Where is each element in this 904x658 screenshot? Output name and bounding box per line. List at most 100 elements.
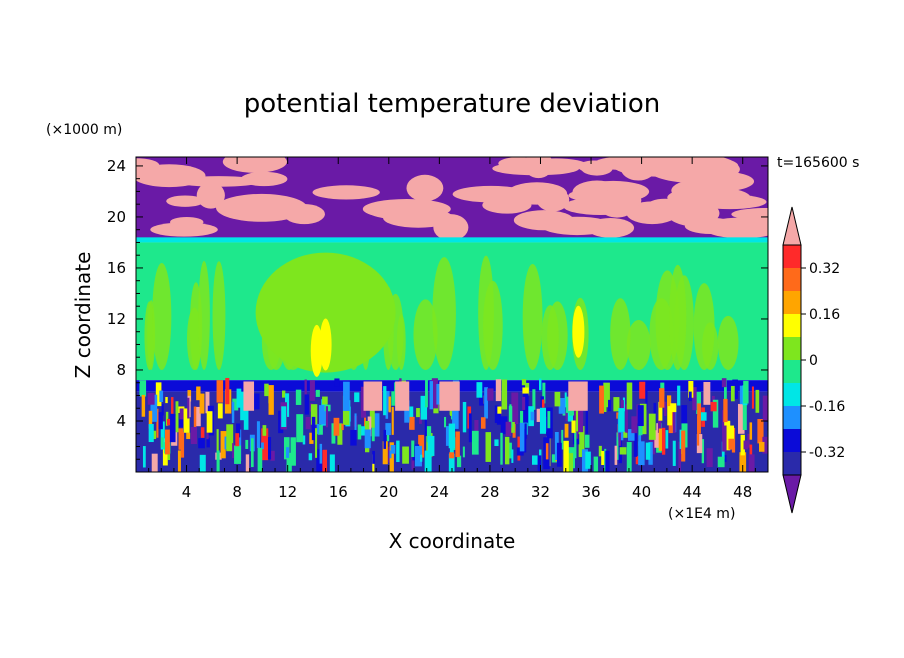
lower-cell	[429, 381, 434, 410]
lower-cell	[286, 447, 290, 458]
lower-cell	[316, 423, 320, 435]
lower-cell	[593, 456, 599, 472]
lower-cell	[180, 432, 185, 458]
x-axis: 4 8 12 16 20 24 28 32 36 40 44 48	[148, 157, 756, 501]
lower-cell	[420, 395, 428, 420]
lower-cell	[701, 439, 705, 464]
lower-cell	[245, 439, 249, 449]
x-tick-label: 20	[379, 483, 398, 501]
lower-cell	[424, 450, 432, 472]
upper-blob	[240, 171, 288, 187]
lower-cell	[628, 429, 635, 441]
lower-cell	[658, 401, 663, 421]
lower-cell	[545, 443, 549, 460]
lower-cell	[508, 442, 512, 459]
lower-cell	[728, 430, 734, 450]
colorbar-segment	[783, 406, 801, 429]
mid-column	[610, 298, 631, 370]
lower-cell	[161, 403, 164, 416]
lower-cell	[177, 450, 181, 472]
lower-cell	[598, 445, 602, 457]
lower-cell	[329, 454, 335, 472]
lower-cell	[178, 428, 184, 450]
lower-cell	[391, 407, 394, 435]
lower-cell	[183, 408, 190, 433]
colorbar-label: 0.16	[809, 307, 840, 323]
lower-cell	[551, 454, 558, 463]
lower-cell	[236, 423, 241, 438]
mid-warm-column	[319, 318, 332, 371]
mid-column	[717, 315, 739, 370]
lower-cell	[479, 392, 484, 406]
upper-blob	[176, 176, 262, 187]
lower-cell	[232, 443, 235, 459]
lower-cell	[516, 447, 524, 456]
plume	[363, 381, 383, 411]
lower-cell	[730, 385, 735, 402]
lower-cell	[688, 391, 692, 402]
lower-cell	[268, 437, 272, 460]
lower-cell	[216, 429, 219, 458]
mid-column	[186, 307, 202, 370]
lower-cell	[217, 403, 223, 419]
upper-blob	[150, 222, 218, 237]
lower-cell	[170, 413, 176, 443]
lower-cell	[402, 446, 409, 464]
lower-cell	[711, 395, 715, 403]
lower-cell	[681, 430, 686, 462]
lower-cell	[178, 419, 184, 428]
lower-cell	[456, 455, 462, 468]
plume	[568, 381, 588, 411]
lower-cell	[206, 411, 213, 433]
mid-column	[669, 264, 687, 370]
lower-cell	[147, 392, 155, 405]
lower-cell	[667, 403, 673, 426]
upper-blob	[498, 157, 539, 170]
lower-cell	[578, 426, 585, 458]
lower-cell	[599, 385, 604, 414]
lower-cell	[142, 446, 146, 468]
x-unit-label: (×1E4 m)	[668, 506, 735, 522]
lower-cell	[319, 443, 323, 464]
lower-cell	[505, 421, 512, 437]
lower-cell	[554, 431, 559, 461]
lower-cell	[372, 450, 376, 464]
lower-cell	[722, 425, 727, 452]
lower-cell	[206, 431, 209, 440]
lower-cell	[724, 420, 731, 451]
lower-cell	[748, 454, 755, 472]
lower-cell	[367, 416, 372, 437]
lower-cell	[538, 378, 542, 391]
lower-cell	[663, 401, 667, 417]
lower-cell	[497, 406, 502, 414]
lower-cell	[494, 405, 500, 423]
lower-cell	[167, 418, 172, 426]
lower-cell	[383, 386, 387, 416]
lower-cell	[495, 379, 502, 402]
lower-cell	[654, 423, 660, 448]
lower-cell	[732, 379, 738, 399]
lower-cell	[357, 424, 362, 440]
lower-cell	[235, 433, 240, 447]
lower-cell	[383, 429, 387, 449]
mid-column	[198, 261, 210, 370]
lower-cell	[234, 445, 241, 464]
y-tick-label: 16	[107, 259, 126, 277]
lower-cell	[165, 429, 170, 455]
lower-cell	[603, 382, 610, 408]
contour-field	[136, 157, 768, 472]
lower-cell	[236, 388, 242, 408]
lower-cell	[193, 406, 197, 435]
colorbar-segment	[783, 429, 801, 452]
lower-cell	[659, 388, 665, 408]
lower-cell	[681, 405, 688, 436]
lower-cell	[360, 386, 367, 418]
lower-cell	[385, 408, 389, 419]
lower-cell	[639, 381, 646, 399]
lower-cell	[523, 429, 527, 453]
lower-cell	[243, 401, 249, 430]
lower-cell	[354, 413, 357, 440]
lower-cell	[648, 442, 653, 465]
lower-cell	[703, 381, 711, 405]
lower-cell	[697, 403, 701, 434]
